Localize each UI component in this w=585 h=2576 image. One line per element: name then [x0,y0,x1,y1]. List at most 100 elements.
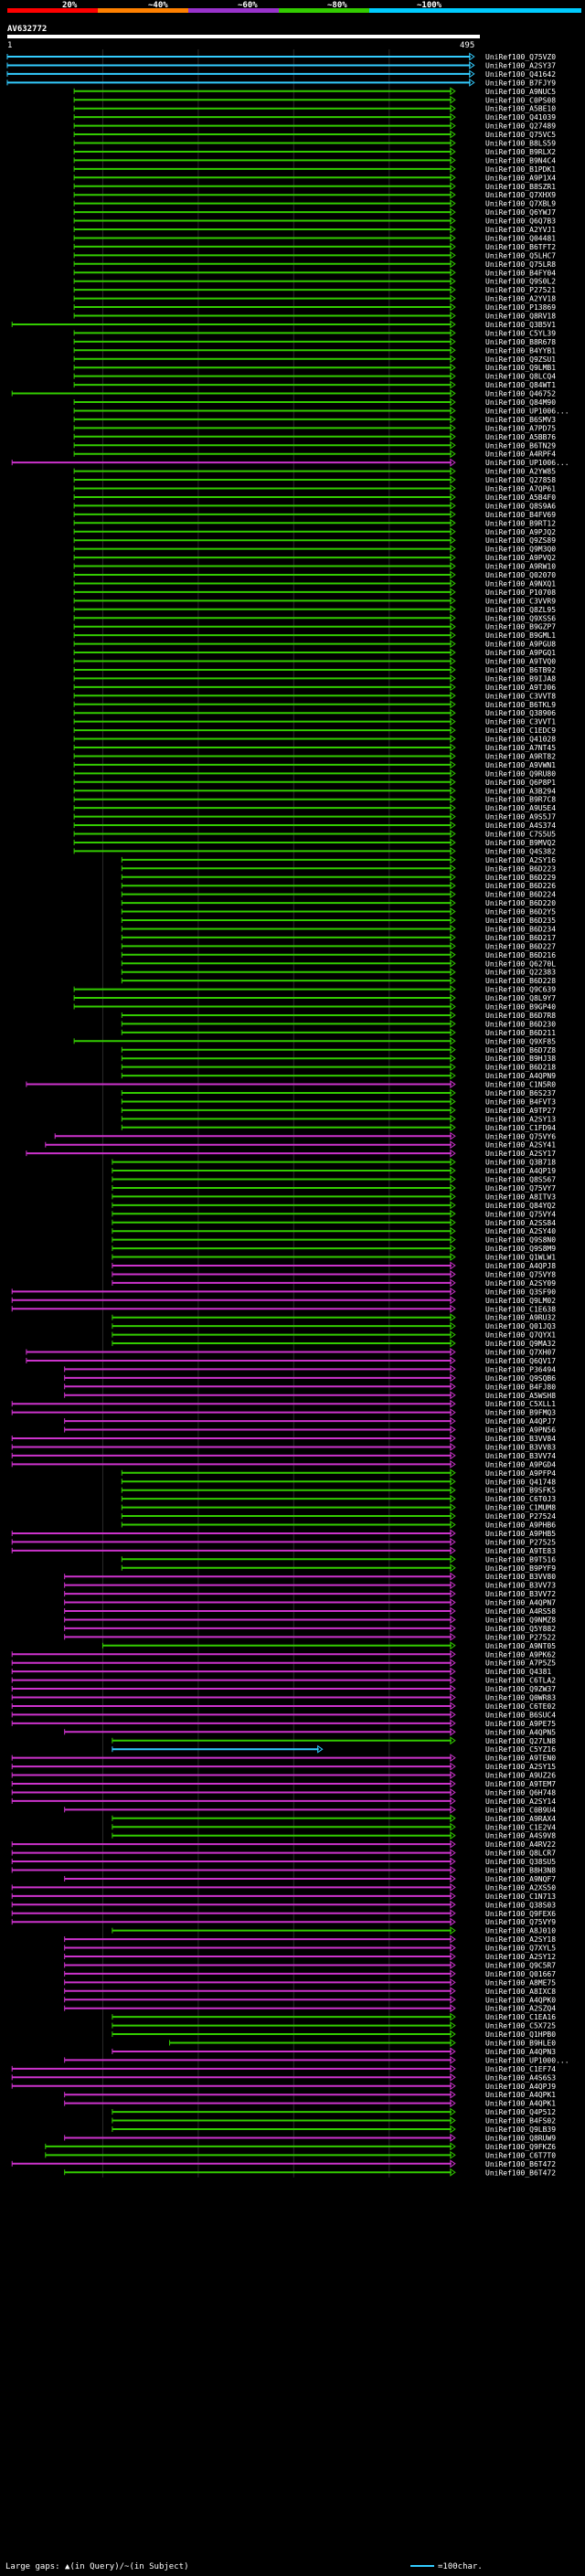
hit-row[interactable]: UniRef100_Q01JQ3 [112,1321,556,1330]
hit-label[interactable]: UniRef100_A9TEN0 [485,1754,556,1763]
hit-row[interactable]: UniRef100_B8R678 [73,337,556,346]
hit-label[interactable]: UniRef100_Q38SU5 [485,1858,556,1866]
hit-label[interactable]: UniRef100_C1N5R0 [485,1081,556,1089]
hit-row[interactable]: UniRef100_B6D223 [121,864,556,873]
hit-row[interactable]: UniRef100_A4QPN3 [112,2047,556,2056]
hit-row[interactable]: UniRef100_B9GP40 [73,1002,556,1012]
hit-row[interactable]: UniRef100_Q9LM02 [11,1296,556,1305]
hit-label[interactable]: UniRef100_C3VVT8 [485,692,556,700]
hit-row[interactable]: UniRef100_A9TEM7 [11,1779,556,1788]
hit-label[interactable]: UniRef100_A5BB76 [485,433,556,441]
hit-label[interactable]: UniRef100_C1E2V4 [485,1823,556,1831]
hit-row[interactable]: UniRef100_Q9LB39 [112,2125,556,2134]
hit-label[interactable]: UniRef100_Q6Q7B3 [485,217,556,226]
hit-row[interactable]: UniRef100_A7PD75 [73,423,556,432]
hit-row[interactable]: UniRef100_Q4S382 [73,846,556,855]
hit-row[interactable]: UniRef100_B4FVT3 [121,1097,556,1106]
hit-row[interactable]: UniRef100_Q3B5V1 [11,320,556,329]
hit-row[interactable]: UniRef100_A9TP27 [121,1106,556,1115]
hit-row[interactable]: UniRef100_Q8S9A6 [73,501,556,510]
hit-label[interactable]: UniRef100_B4FY04 [485,269,556,277]
hit-row[interactable]: UniRef100_Q9C639 [73,985,556,994]
hit-row[interactable]: UniRef100_Q3B718 [112,1158,556,1167]
hit-label[interactable]: UniRef100_Q8LCR7 [485,1850,556,1858]
hit-row[interactable]: UniRef100_A9RAX4 [112,1814,556,1823]
hit-label[interactable]: UniRef100_B3VV72 [485,1590,556,1598]
hit-label[interactable]: UniRef100_B9SFK5 [485,1487,556,1495]
hit-row[interactable]: UniRef100_A9UZ26 [11,1771,556,1780]
hit-label[interactable]: UniRef100_A4QPJ7 [485,1417,556,1426]
hit-row[interactable]: UniRef100_C1FD94 [121,1123,556,1132]
hit-row[interactable]: UniRef100_A9TEN0 [11,1754,556,1763]
hit-row[interactable]: UniRef100_Q6P8P1 [73,778,556,787]
hit-row[interactable]: UniRef100_A4QPN5 [64,1727,557,1736]
hit-row[interactable]: UniRef100_A2SZQ4 [64,2004,557,2013]
hit-label[interactable]: UniRef100_Q46752 [485,390,556,398]
hit-row[interactable]: UniRef100_A5BE10 [73,104,556,113]
hit-label[interactable]: UniRef100_C5X725 [485,2022,556,2030]
hit-row[interactable]: UniRef100_Q4P512 [112,2107,556,2116]
hit-label[interactable]: UniRef100_Q9SQB6 [485,1374,556,1383]
hit-label[interactable]: UniRef100_Q6P8P1 [485,779,556,787]
hit-row[interactable]: UniRef100_C1MUM8 [121,1503,556,1512]
hit-row[interactable]: UniRef100_B9GZP7 [73,622,556,631]
hit-label[interactable]: UniRef100_Q3SF90 [485,1288,556,1296]
hit-label[interactable]: UniRef100_B6D226 [485,882,556,890]
hit-label[interactable]: UniRef100_B9IJA8 [485,674,556,683]
hit-label[interactable]: UniRef100_A4QPN3 [485,2048,556,2056]
hit-row[interactable]: UniRef100_B3VV83 [11,1442,556,1451]
hit-row[interactable]: UniRef100_Q9M3Q0 [73,545,556,554]
hit-label[interactable]: UniRef100_B9HLE0 [485,2040,556,2048]
hit-label[interactable]: UniRef100_B9HJ38 [485,1055,556,1063]
hit-label[interactable]: UniRef100_A9S5J7 [485,813,556,822]
hit-row[interactable]: UniRef100_Q9S0L2 [73,277,556,286]
hit-label[interactable]: UniRef100_A9P1X4 [485,174,556,182]
hit-row[interactable]: UniRef100_A8ITV3 [112,1192,556,1201]
hit-label[interactable]: UniRef100_B1PDK1 [485,165,556,174]
hit-label[interactable]: UniRef100_C5XLL1 [485,1400,556,1408]
hit-label[interactable]: UniRef100_A9VWN1 [485,761,556,769]
hit-label[interactable]: UniRef100_A4S9V8 [485,1832,556,1840]
hit-label[interactable]: UniRef100_A4QPN7 [485,1599,556,1607]
hit-row[interactable]: UniRef100_B4FV69 [73,510,556,519]
hit-label[interactable]: UniRef100_Q9M3Q0 [485,546,556,554]
hit-row[interactable]: UniRef100_P27522 [64,1632,557,1641]
hit-label[interactable]: UniRef100_Q27858 [485,476,556,484]
hit-row[interactable]: UniRef100_UP1006... [73,406,569,415]
hit-row[interactable]: UniRef100_A7P5Z5 [11,1659,556,1668]
hit-label[interactable]: UniRef100_Q3B718 [485,1159,556,1167]
hit-label[interactable]: UniRef100_A2SY15 [485,1763,556,1771]
hit-row[interactable]: UniRef100_Q9XF85 [73,1036,556,1045]
hit-row[interactable]: UniRef100_A2SY09 [112,1278,556,1288]
hit-label[interactable]: UniRef100_A5BE10 [485,105,556,113]
hit-row[interactable]: UniRef100_Q9RU80 [73,769,556,778]
hit-label[interactable]: UniRef100_Q75VY7 [485,1184,556,1193]
hit-row[interactable]: UniRef100_A9PGU8 [73,640,556,649]
hit-label[interactable]: UniRef100_B9GML1 [485,631,556,640]
hit-label[interactable]: UniRef100_B8H3N8 [485,1867,556,1875]
hit-row[interactable]: UniRef100_Q01667 [64,1969,557,1978]
hit-row[interactable]: UniRef100_Q9S8N0 [112,1235,556,1245]
hit-label[interactable]: UniRef100_C1EA16 [485,2013,556,2021]
hit-label[interactable]: UniRef100_Q9S8N0 [485,1236,556,1245]
hit-label[interactable]: UniRef100_Q6H748 [485,1788,556,1797]
hit-label[interactable]: UniRef100_A4QPN5 [485,1728,556,1736]
hit-label[interactable]: UniRef100_Q75VC5 [485,131,556,139]
hit-label[interactable]: UniRef100_Q9NMZ8 [485,1616,556,1624]
hit-row[interactable]: UniRef100_B6SUC4 [11,1710,556,1719]
hit-label[interactable]: UniRef100_C5YZ16 [485,1745,556,1754]
hit-row[interactable]: UniRef100_Q84YQ2 [112,1201,556,1210]
hit-label[interactable]: UniRef100_B4YYB1 [485,346,556,355]
hit-label[interactable]: UniRef100_A9TE83 [485,1547,556,1555]
hit-row[interactable]: UniRef100_A2SY12 [64,1952,557,1961]
hit-row[interactable]: UniRef100_A2SY40 [112,1226,556,1235]
hit-row[interactable]: UniRef100_A9PN56 [64,1426,557,1435]
hit-label[interactable]: UniRef100_B6D216 [485,951,556,959]
hit-row[interactable]: UniRef100_A9PGD4 [11,1459,556,1468]
hit-row[interactable]: UniRef100_A9P1X4 [73,173,556,182]
hit-row[interactable]: UniRef100_C0PS08 [73,95,556,104]
hit-label[interactable]: UniRef100_A9TEM7 [485,1780,556,1788]
hit-label[interactable]: UniRef100_B9GP40 [485,1003,556,1012]
hit-row[interactable]: UniRef100_A7NT45 [73,743,556,752]
hit-row[interactable]: UniRef100_B6D2Y5 [121,907,556,917]
